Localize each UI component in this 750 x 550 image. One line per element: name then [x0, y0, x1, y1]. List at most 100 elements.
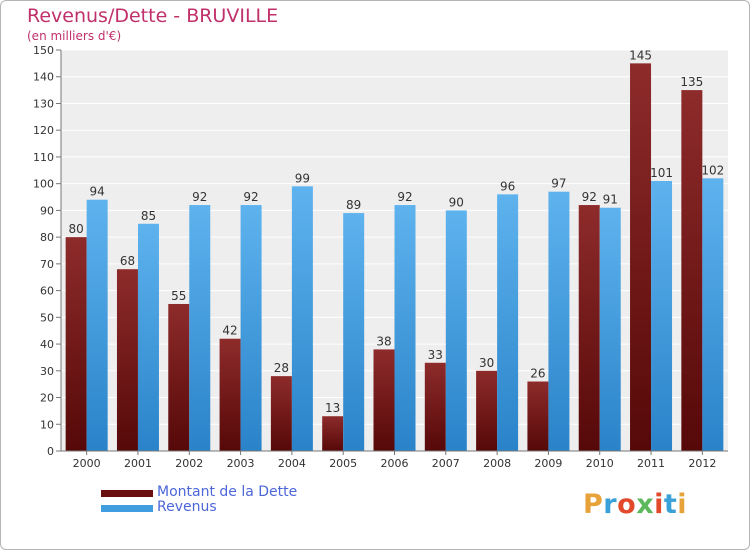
y-tick-label: 0 [47, 445, 54, 458]
x-tick-label: 2009 [534, 457, 562, 470]
data-label-revenus: 92 [243, 190, 258, 204]
bar-debt [476, 370, 498, 451]
chart-subtitle: (en milliers d'€) [27, 29, 122, 43]
bar-debt [681, 90, 703, 451]
x-tick-label: 2011 [637, 457, 665, 470]
data-label-debt: 145 [629, 48, 652, 62]
x-tick-label: 2002 [175, 457, 203, 470]
bar-revenus [394, 205, 416, 451]
data-labels: 80 94 68 85 55 92 42 92 28 99 13 89 38 92 33 90 30 96 26 97… [69, 48, 725, 415]
x-tick-label: 2000 [73, 457, 101, 470]
y-tick-label: 40 [40, 338, 54, 351]
logo-letter: i [654, 489, 664, 520]
data-label-revenus: 101 [650, 166, 673, 180]
data-label-revenus: 92 [192, 190, 207, 204]
data-label-revenus: 85 [141, 209, 156, 223]
bar-revenus [497, 194, 519, 452]
y-axis: 0 10 20 30 40 50 60 70 80 90 100 110 120 130 140 150 [33, 44, 62, 458]
data-label-debt: 30 [479, 356, 494, 370]
legend-swatch-debt [101, 490, 153, 497]
logo-letter: o [617, 489, 637, 520]
data-label-revenus: 91 [603, 193, 618, 207]
x-tick-label: 2003 [227, 457, 255, 470]
bar-debt [270, 376, 292, 451]
y-tick-label: 100 [33, 178, 54, 191]
bar-debt [527, 381, 549, 451]
bar-revenus [291, 186, 313, 451]
logo-letter: r [603, 489, 618, 520]
y-tick-label: 110 [33, 151, 54, 164]
data-label-debt: 80 [69, 222, 84, 236]
data-label-revenus: 94 [90, 185, 105, 199]
y-tick-label: 70 [40, 258, 54, 271]
y-tick-label: 30 [40, 365, 54, 378]
x-tick-label: 2012 [688, 457, 716, 470]
data-label-debt: 13 [325, 401, 340, 415]
data-label-debt: 55 [171, 289, 186, 303]
bar-revenus [137, 223, 159, 451]
data-label-debt: 28 [274, 361, 289, 375]
logo-letter: x [636, 489, 655, 520]
bar-debt [65, 237, 87, 451]
legend-swatch-revenus [101, 505, 153, 512]
y-tick-label: 60 [40, 285, 54, 298]
data-label-revenus: 90 [449, 195, 464, 209]
data-label-debt: 92 [582, 190, 597, 204]
y-tick-label: 20 [40, 392, 54, 405]
bar-debt [578, 205, 600, 451]
y-tick-label: 120 [33, 124, 54, 137]
y-tick-label: 130 [33, 97, 54, 110]
bar-debt [373, 349, 395, 451]
y-tick-label: 150 [33, 44, 54, 57]
data-label-revenus: 97 [551, 177, 566, 191]
bar-revenus [445, 210, 467, 451]
data-label-revenus: 99 [295, 171, 310, 185]
y-tick-label: 80 [40, 231, 54, 244]
data-label-debt: 135 [680, 75, 703, 89]
logo-letter: i [677, 489, 688, 520]
data-label-debt: 26 [530, 366, 545, 380]
bar-revenus [548, 191, 570, 452]
y-tick-label: 90 [40, 204, 54, 217]
x-tick-label: 2007 [432, 457, 460, 470]
data-label-debt: 68 [120, 254, 135, 268]
x-tick-label: 2004 [278, 457, 306, 470]
bar-debt [322, 416, 344, 451]
data-label-revenus: 92 [397, 190, 412, 204]
x-tick-label: 2006 [381, 457, 409, 470]
x-axis: 2000 2001 2002 2003 2004 2005 2006 2007 2008 2009… [61, 450, 728, 470]
bar-debt [116, 269, 138, 451]
y-tick-label: 10 [40, 418, 54, 431]
chart-title: Revenus/Dette - BRUVILLE [27, 5, 279, 27]
bar-revenus [343, 213, 365, 451]
y-tick-label: 140 [33, 71, 54, 84]
data-label-revenus: 102 [701, 163, 724, 177]
legend-label-revenus: Revenus [157, 499, 217, 515]
data-label-revenus: 96 [500, 179, 515, 193]
bar-debt [219, 338, 241, 451]
bars [65, 63, 724, 452]
bar-revenus [702, 178, 724, 451]
data-label-debt: 42 [222, 324, 237, 338]
data-label-debt: 33 [428, 348, 443, 362]
proxiti-logo: Proxiti [583, 489, 687, 520]
bar-debt [424, 362, 446, 451]
bar-revenus [651, 180, 673, 451]
logo-letter: t [663, 489, 678, 520]
bar-revenus [86, 199, 108, 451]
bar-revenus [189, 205, 211, 451]
x-tick-label: 2005 [329, 457, 357, 470]
x-tick-label: 2001 [124, 457, 152, 470]
bar-revenus [240, 205, 262, 451]
legend-label-debt: Montant de la Dette [157, 484, 298, 500]
y-tick-label: 50 [40, 311, 54, 324]
bar-revenus [599, 207, 621, 451]
data-label-debt: 38 [376, 334, 391, 348]
x-tick-label: 2010 [586, 457, 614, 470]
data-label-revenus: 89 [346, 198, 361, 212]
bar-debt [630, 63, 652, 451]
x-tick-label: 2008 [483, 457, 511, 470]
bar-debt [168, 303, 190, 451]
